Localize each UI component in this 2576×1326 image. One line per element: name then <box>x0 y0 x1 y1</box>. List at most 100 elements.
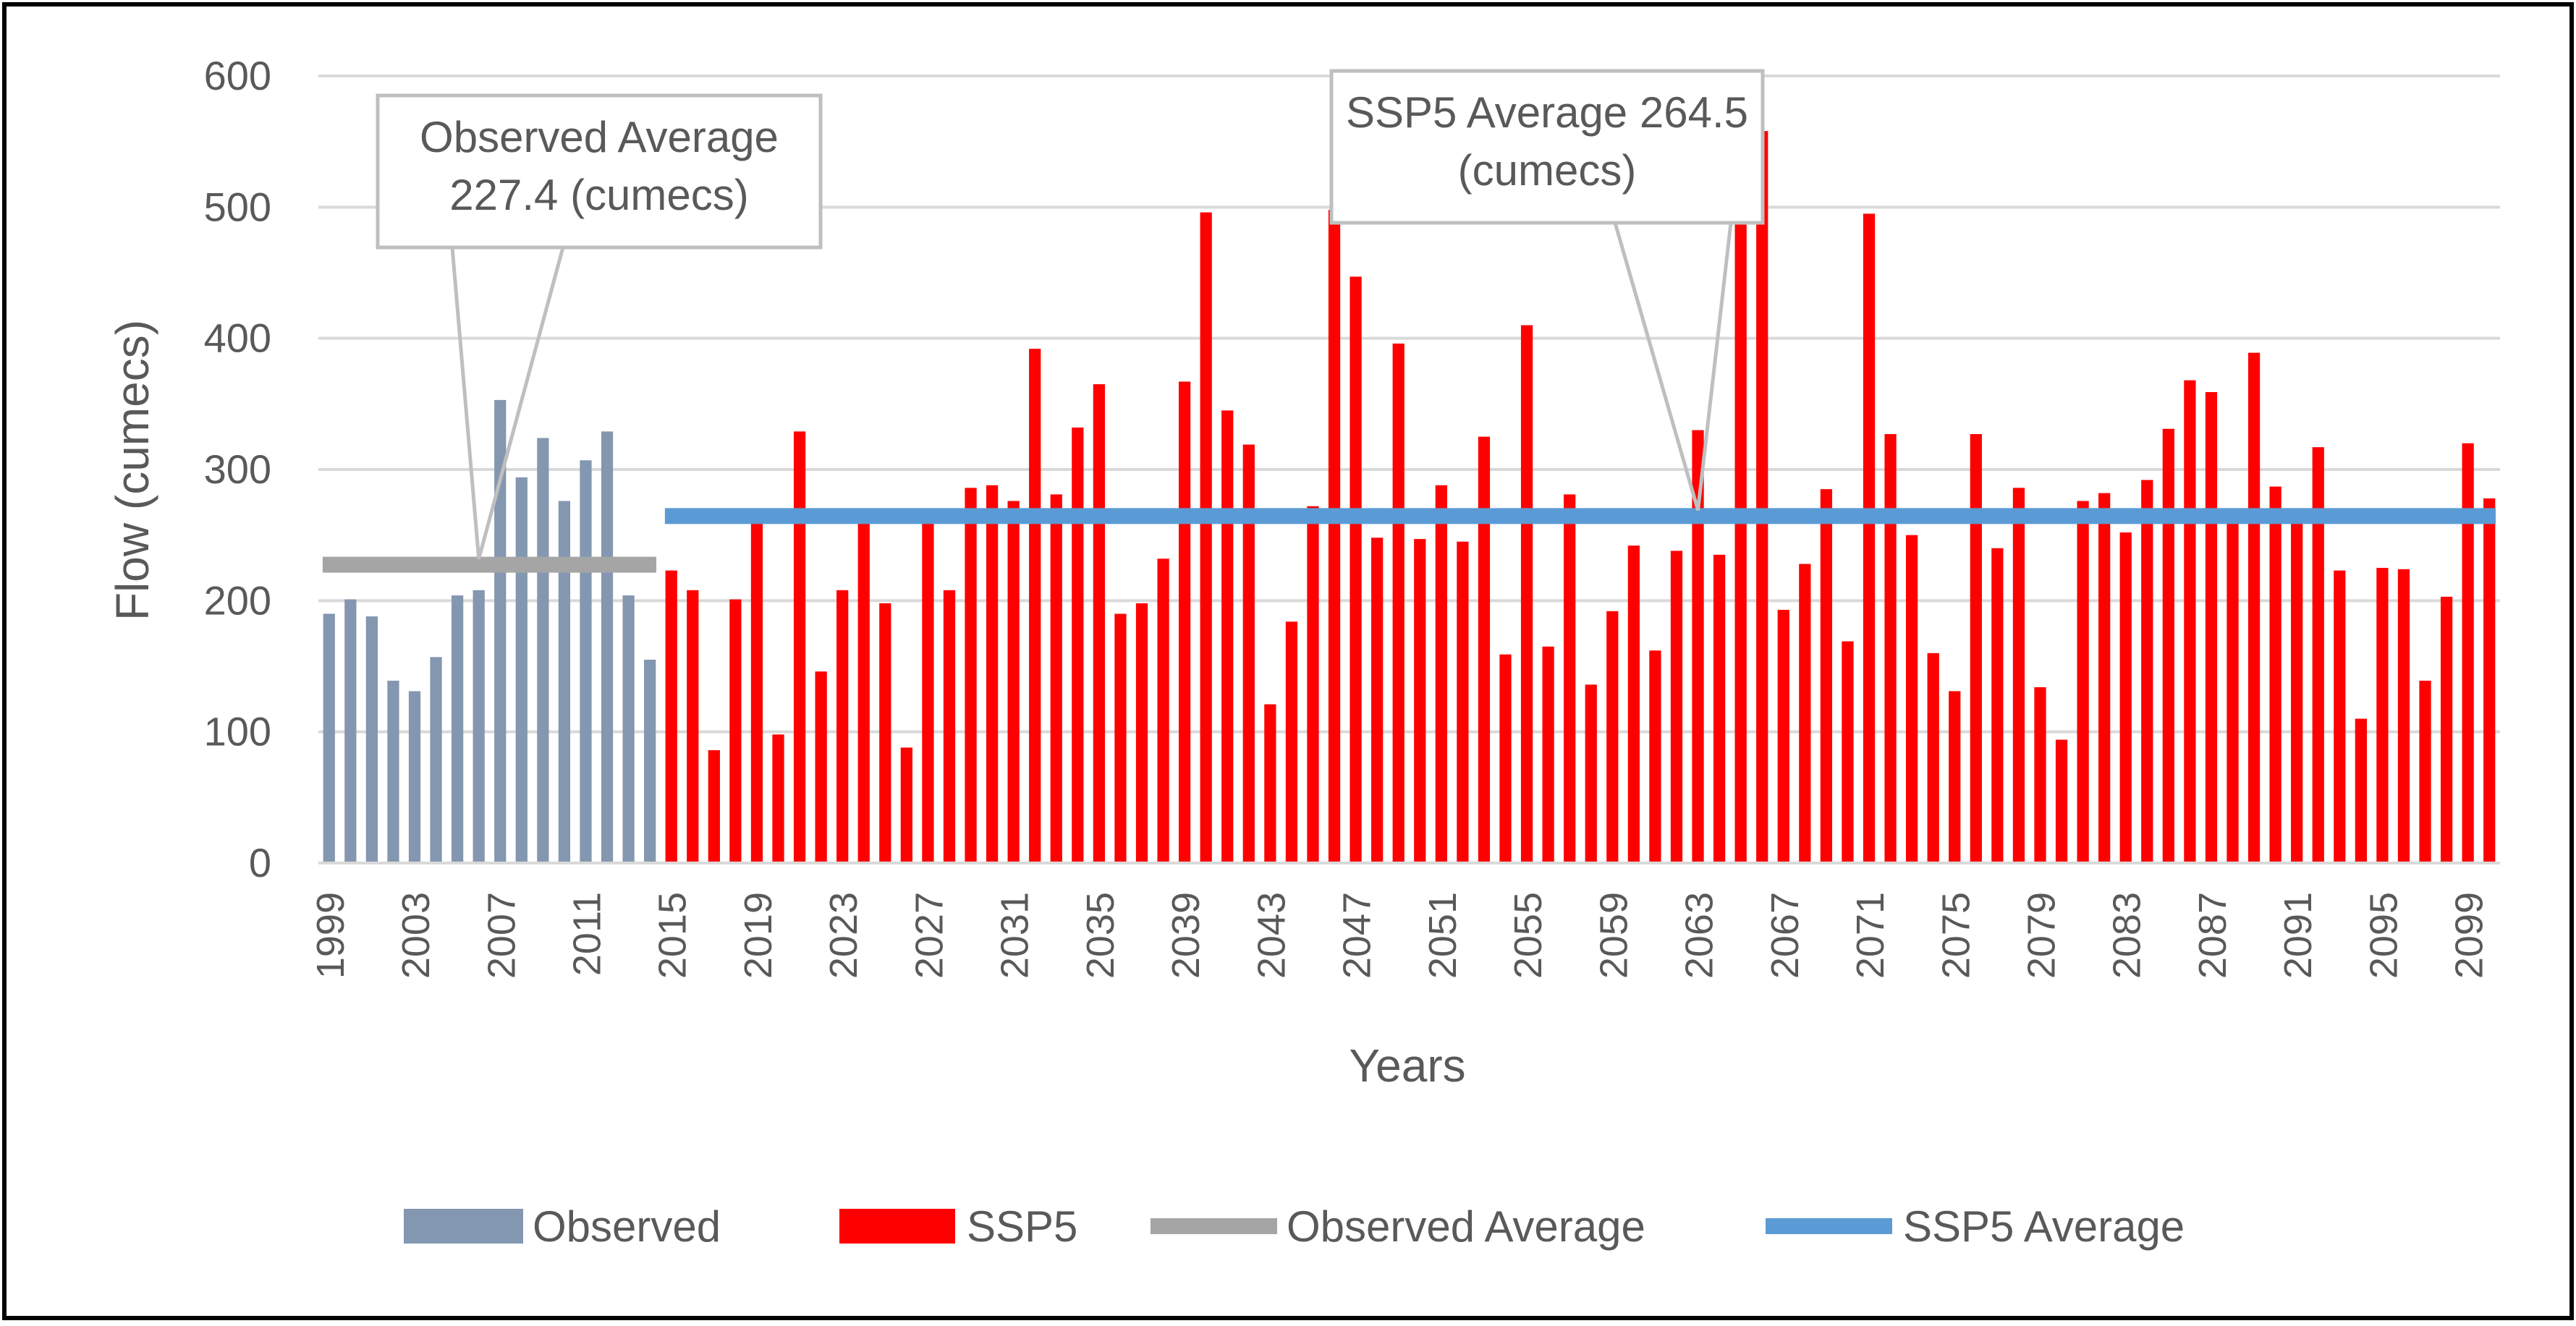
ssp5-bar <box>836 590 849 863</box>
callout-text: 227.4 (cumecs) <box>449 171 749 219</box>
ssp5-bar <box>2205 392 2218 863</box>
observed-bar <box>601 431 614 863</box>
x-tick-label: 1999 <box>309 892 352 979</box>
ssp5-bar <box>922 512 934 863</box>
ssp5-bar <box>1072 427 1084 863</box>
ssp5-bar <box>1692 430 1704 863</box>
legend-label: SSP5 Average <box>1903 1202 2185 1251</box>
ssp5-bar <box>1564 494 1576 863</box>
ssp5-bar <box>1627 545 1640 863</box>
ssp5-bar <box>665 570 677 863</box>
ssp5-bar <box>750 509 763 863</box>
ssp5-bar <box>2291 517 2303 863</box>
y-tick-label: 0 <box>249 840 271 885</box>
callout-box <box>376 93 823 250</box>
ssp5-bar <box>1200 212 1212 863</box>
bars <box>323 131 2496 864</box>
observed-bar <box>558 501 571 863</box>
ssp5-bar <box>1756 131 1768 863</box>
x-tick-label: 2067 <box>1763 892 1807 979</box>
y-tick-label: 300 <box>204 446 271 492</box>
average-lines <box>322 508 2496 573</box>
ssp5-bar <box>1350 276 1362 863</box>
ssp5-bar <box>1414 539 1426 863</box>
ssp5-bar <box>1713 554 1726 863</box>
ssp5-bar <box>1135 603 1148 863</box>
ssp5-bar <box>986 485 999 863</box>
ssp5-bar <box>1392 343 1404 863</box>
observed-bar <box>365 616 378 863</box>
ssp5-bar <box>1777 610 1789 863</box>
ssp5-bar <box>1029 349 1041 863</box>
x-tick-label: 2035 <box>1079 892 1122 979</box>
ssp5-bar <box>1264 704 1276 863</box>
x-tick-label: 2055 <box>1507 892 1550 979</box>
ssp5-bar <box>2376 568 2389 863</box>
observed-bar <box>644 659 656 863</box>
ssp5-bar <box>1585 684 1597 863</box>
ssp5-bar <box>2312 447 2324 863</box>
ssp5-bar <box>2247 352 2261 863</box>
callout-text: Observed Average <box>420 113 779 161</box>
callout-box <box>1329 69 1765 225</box>
ssp5-bar <box>1221 410 1234 863</box>
ssp5-average-callout: SSP5 Average 264.5 (cumecs) <box>1329 69 1765 511</box>
ssp5-bar <box>2012 488 2025 863</box>
x-tick-label: 2027 <box>907 892 951 979</box>
legend-label: Observed Average <box>1287 1202 1645 1251</box>
observed-bar <box>473 590 485 863</box>
ssp5-bar <box>1285 621 1298 863</box>
ssp5-bar <box>1734 150 1747 864</box>
y-tick-label: 500 <box>204 184 271 229</box>
legend-item: SSP5 Average <box>1766 1202 2185 1251</box>
legend: Observed SSP5 Observed Average SSP5 Average <box>404 1202 2185 1251</box>
ssp5-bar <box>2034 687 2046 863</box>
annotations: Observed Average 227.4 (cumecs) SSP5 Avera… <box>376 69 1765 560</box>
ssp5-bar <box>1478 436 1491 863</box>
ssp5-bar <box>2419 680 2431 863</box>
x-tick-label: 2007 <box>480 892 523 979</box>
ssp5-bar <box>1863 213 1876 863</box>
x-tick-label: 2019 <box>737 892 780 979</box>
ssp5-bar <box>2141 480 2153 863</box>
ssp5-bar <box>1927 653 1939 863</box>
x-tick-label: 2059 <box>1592 892 1635 979</box>
ssp5-bar <box>793 431 806 863</box>
observed-bar <box>387 680 399 863</box>
observed-bar <box>430 657 442 863</box>
ssp5-bar <box>2462 443 2474 863</box>
ssp5-bar <box>815 671 827 863</box>
y-axis-title: Flow (cumecs) <box>106 320 158 621</box>
ssp5-bar <box>1799 564 1811 863</box>
x-tick-label: 2051 <box>1421 892 1465 979</box>
x-tick-label: 2011 <box>565 892 609 976</box>
ssp5-bar <box>1670 551 1683 863</box>
x-tick-label: 2003 <box>394 892 438 979</box>
callout-text: (cumecs) <box>1458 146 1637 195</box>
observed-bar <box>408 691 421 863</box>
x-tick-label: 2043 <box>1250 892 1293 979</box>
callout-leader <box>1613 222 1733 511</box>
legend-swatch <box>404 1209 523 1244</box>
x-tick-label: 2039 <box>1164 892 1208 979</box>
ssp5-bar <box>1649 650 1661 863</box>
x-tick-label: 2071 <box>1849 892 1892 979</box>
ssp5-bar <box>1842 641 1854 863</box>
ssp5-bar <box>1906 535 1918 863</box>
x-tick-label: 2023 <box>822 892 865 979</box>
legend-item: SSP5 <box>839 1202 1077 1251</box>
ssp5-bar <box>1499 654 1512 863</box>
ssp5-bar <box>1007 501 1020 863</box>
ssp5-bar <box>708 750 720 863</box>
legend-swatch <box>839 1209 955 1244</box>
ssp5-bar <box>2269 486 2281 863</box>
x-tick-label: 2083 <box>2106 892 2149 979</box>
ssp5-bar <box>2077 501 2089 863</box>
ssp5-bar <box>2098 493 2111 863</box>
ssp5-bar <box>2397 569 2410 863</box>
x-tick-label: 2079 <box>2020 892 2063 979</box>
observed-bar <box>622 595 635 863</box>
legend-item: Observed Average <box>1151 1202 1645 1251</box>
